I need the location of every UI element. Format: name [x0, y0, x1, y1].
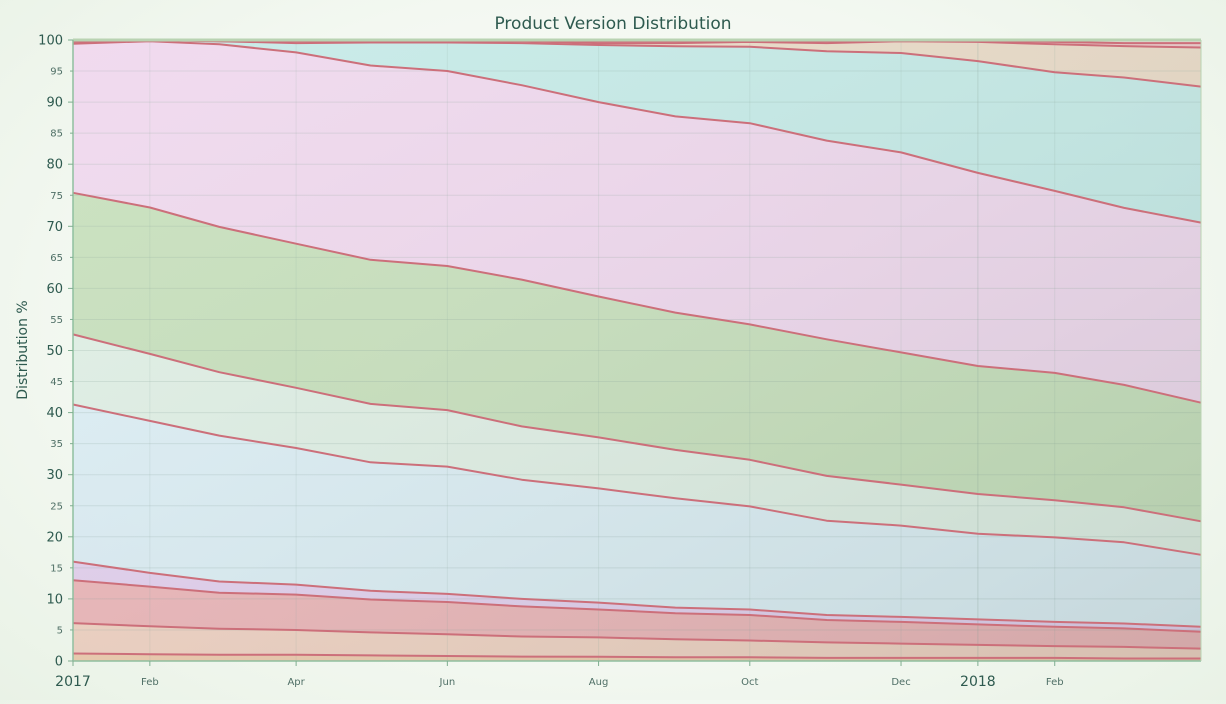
- y-tick-label-40: 40: [46, 406, 63, 421]
- x-tick-label-oct-5: Oct: [741, 677, 758, 688]
- series-boundary-line-8: [72, 40, 1202, 224]
- series-boundary-line-7: [72, 191, 1202, 404]
- y-tick-label-60: 60: [46, 282, 63, 297]
- y-minor-tick-label-15: 15: [50, 563, 63, 574]
- chart-title: Product Version Distribution: [494, 14, 731, 34]
- x-tick-label-apr-2: Apr: [287, 677, 305, 688]
- series-boundary-line-4: [72, 560, 1202, 628]
- y-minor-tick-label-85: 85: [50, 129, 63, 140]
- x-tick-label-aug-4: Aug: [589, 677, 609, 688]
- y-minor-tick-label-25: 25: [50, 501, 63, 512]
- x-tick-label-2017-0: 2017: [55, 674, 91, 690]
- y-tick-label-20: 20: [46, 530, 63, 545]
- y-minor-tick-label-95: 95: [50, 67, 63, 78]
- y-tick-label-30: 30: [46, 468, 63, 483]
- y-tick-label-90: 90: [46, 96, 63, 111]
- x-tick-label-dec-6: Dec: [891, 677, 910, 688]
- y-tick-label-100: 100: [38, 34, 63, 49]
- plot-shading: [73, 40, 1201, 661]
- series-boundary-line-5: [72, 403, 1202, 556]
- y-minor-tick-label-55: 55: [50, 315, 63, 326]
- y-minor-tick-label-75: 75: [50, 191, 63, 202]
- x-tick-label-2018-7: 2018: [960, 674, 996, 690]
- y-minor-tick-label-65: 65: [50, 253, 63, 264]
- y-minor-tick-label-35: 35: [50, 439, 63, 450]
- y-minor-tick-label-5: 5: [57, 625, 63, 636]
- x-tick-label-jun-3: Jun: [439, 677, 456, 688]
- x-tick-label-feb-1: Feb: [141, 677, 159, 688]
- series-boundary-line-3: [72, 579, 1202, 633]
- y-tick-label-0: 0: [55, 655, 63, 670]
- series-boundary-line-1: [72, 652, 1201, 660]
- y-tick-label-50: 50: [46, 344, 63, 359]
- boundary-lines-layer: [72, 38, 1202, 660]
- series-boundary-line-6: [72, 333, 1202, 523]
- y-tick-label-70: 70: [46, 220, 63, 235]
- y-axis-label: Distribution %: [15, 300, 31, 399]
- x-tick-label-feb-8: Feb: [1046, 677, 1064, 688]
- axes-layer: 0 10 20 30 40 50 60 70 80 90 100 5 15 25 35 45 55 65 75 85 9…: [38, 34, 1202, 690]
- y-tick-label-80: 80: [46, 158, 63, 173]
- y-tick-label-10: 10: [46, 592, 63, 607]
- y-minor-tick-label-45: 45: [50, 377, 63, 388]
- series-boundary-line-2: [72, 622, 1202, 650]
